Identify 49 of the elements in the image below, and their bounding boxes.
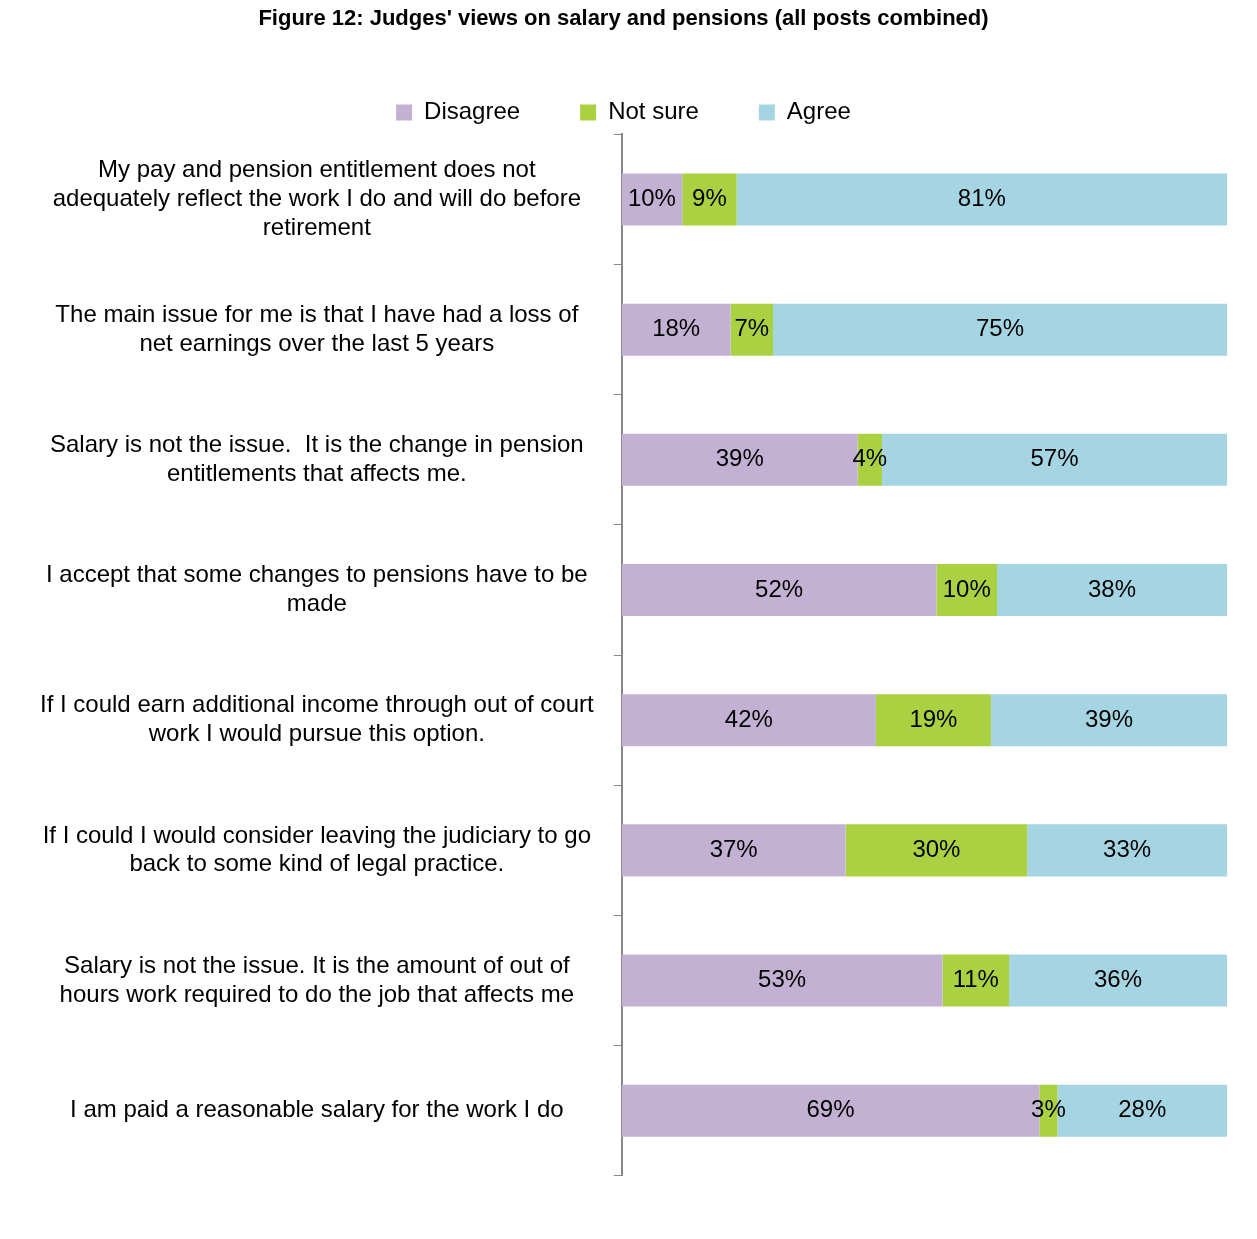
data-label: 10% xyxy=(942,574,991,602)
data-label: 11% xyxy=(952,965,999,993)
data-label: 57% xyxy=(1030,444,1079,472)
data-label: 81% xyxy=(957,184,1006,212)
y-tick-label: I accept that some changes to pensions have to be made xyxy=(45,560,588,617)
data-label: 52% xyxy=(755,574,804,602)
y-tick-label: If I could earn additional income through out of court work I would pursue this option. xyxy=(39,690,594,747)
legend-label: Not sure xyxy=(608,97,699,125)
y-tick-label: Salary is not the issue. It is the change in pension entitlements that affects me. xyxy=(50,430,584,486)
data-label: 18% xyxy=(652,314,701,342)
bar xyxy=(621,954,943,1007)
bar xyxy=(682,173,737,226)
data-label: 19% xyxy=(909,704,958,732)
legend-label: Disagree xyxy=(424,97,521,125)
data-label: 9% xyxy=(692,184,727,212)
bar xyxy=(621,824,846,877)
chart-title: Figure 12: Judges' views on salary and pensions (all posts combined) xyxy=(258,5,989,31)
bar xyxy=(773,303,1227,356)
bar xyxy=(875,694,991,747)
data-label: 42% xyxy=(724,704,773,732)
y-tick-label: The main issue for me is that I have had a loss of net earnings over the last 5 years xyxy=(55,299,579,356)
y-tick-label: If I could I would consider leaving the judiciary to go back to some kind of legal practice. xyxy=(42,820,591,877)
bar xyxy=(942,954,1010,1007)
data-label: 7% xyxy=(734,314,770,342)
data-label: 38% xyxy=(1087,574,1137,602)
data-label: 75% xyxy=(975,314,1025,342)
y-tick-label: My pay and pension entitlement does not adequately reflect the work I do and will do before retirement xyxy=(52,155,581,240)
data-label: 39% xyxy=(715,444,764,472)
bar xyxy=(845,824,1028,877)
data-label: 39% xyxy=(1084,704,1133,732)
data-label: 69% xyxy=(806,1095,855,1123)
bar xyxy=(621,303,731,356)
bar xyxy=(996,563,1227,617)
bar xyxy=(1009,954,1227,1007)
data-label: 36% xyxy=(1094,965,1143,993)
legend-label: Agree xyxy=(786,97,851,125)
y-tick-label: I am paid a reasonable salary for the work I do xyxy=(70,1095,564,1123)
data-label: 37% xyxy=(709,834,758,862)
data-label: 33% xyxy=(1103,834,1152,862)
bar xyxy=(621,694,876,747)
bar xyxy=(621,563,937,617)
bar xyxy=(736,173,1227,226)
y-tick-label: Salary is not the issue. It is the amount of out of hours work required to do the job that affects me xyxy=(59,950,575,1007)
data-label: 53% xyxy=(758,965,807,993)
bar xyxy=(990,694,1227,747)
data-label: 30% xyxy=(912,834,961,862)
data-label: 28% xyxy=(1118,1095,1167,1123)
data-label: 10% xyxy=(627,184,676,212)
bar xyxy=(1027,824,1227,877)
